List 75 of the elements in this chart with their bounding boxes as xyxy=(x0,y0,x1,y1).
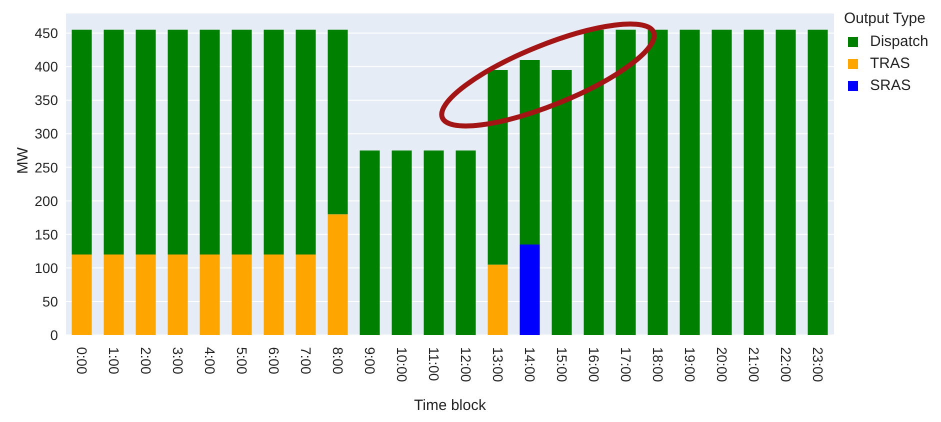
bar xyxy=(264,254,284,335)
bar xyxy=(136,254,156,335)
x-tick-label: 0:00 xyxy=(74,347,90,374)
x-tick-label: 12:00 xyxy=(458,347,474,382)
x-tick-label: 21:00 xyxy=(746,347,762,382)
x-tick-label: 6:00 xyxy=(266,347,282,374)
y-axis-title: MW xyxy=(14,146,32,174)
bar xyxy=(488,70,508,265)
x-tick-label: 18:00 xyxy=(650,347,666,382)
bar xyxy=(168,254,188,335)
x-tick-label: 14:00 xyxy=(522,347,538,382)
x-tick-label: 4:00 xyxy=(202,347,218,374)
bar xyxy=(264,30,284,254)
x-axis-title: Time block xyxy=(414,397,486,414)
bar xyxy=(392,150,412,335)
x-tick-label: 17:00 xyxy=(618,347,634,382)
bar xyxy=(200,30,220,254)
y-tick-label: 400 xyxy=(34,58,58,75)
bar xyxy=(520,244,540,335)
y-tick-label: 450 xyxy=(34,25,58,42)
bar xyxy=(168,30,188,254)
bar xyxy=(104,254,124,335)
x-tick-label: 20:00 xyxy=(714,347,730,382)
bar xyxy=(424,150,444,335)
x-tick-label: 9:00 xyxy=(362,347,378,374)
x-tick-label: 23:00 xyxy=(810,347,826,382)
bar xyxy=(776,30,796,335)
y-tick-label: 50 xyxy=(42,293,58,310)
x-tick-label: 11:00 xyxy=(426,347,442,382)
bar xyxy=(808,30,828,335)
bar xyxy=(72,30,92,254)
bar xyxy=(360,150,380,335)
x-tick-label: 5:00 xyxy=(234,347,250,374)
y-tick-label: 200 xyxy=(34,192,58,209)
bar xyxy=(456,150,476,335)
x-tick-label: 2:00 xyxy=(138,347,154,374)
y-tick-label: 150 xyxy=(34,226,58,242)
bar xyxy=(520,60,540,244)
bar xyxy=(712,30,732,335)
legend-label: TRAS xyxy=(870,55,910,72)
bar xyxy=(104,30,124,254)
x-tick-label: 19:00 xyxy=(682,347,698,382)
bar xyxy=(296,254,316,335)
bar xyxy=(552,70,572,335)
bar xyxy=(136,30,156,254)
legend-label: SRAS xyxy=(870,77,911,94)
x-tick-label: 3:00 xyxy=(170,347,186,374)
x-tick-label: 8:00 xyxy=(330,347,346,374)
y-tick-label: 350 xyxy=(34,92,58,108)
x-tick-label: 7:00 xyxy=(298,347,314,374)
bar xyxy=(296,30,316,254)
x-tick-label: 1:00 xyxy=(106,347,122,374)
bar xyxy=(328,30,348,214)
y-tick-label: 0 xyxy=(50,326,58,343)
bar xyxy=(680,30,700,335)
bar xyxy=(328,214,348,335)
bar xyxy=(648,30,668,335)
y-tick-label: 100 xyxy=(34,260,58,276)
legend-title: Output Type xyxy=(844,10,926,27)
bar xyxy=(584,30,604,335)
bar xyxy=(488,264,508,335)
y-tick-label: 250 xyxy=(34,159,58,176)
x-tick-label: 15:00 xyxy=(554,347,570,382)
bar xyxy=(232,254,252,335)
bar xyxy=(616,30,636,335)
bar xyxy=(744,30,764,335)
bar xyxy=(232,30,252,254)
bar xyxy=(72,254,92,335)
bar xyxy=(200,254,220,335)
x-tick-label: 22:00 xyxy=(778,347,794,382)
x-tick-label: 16:00 xyxy=(586,347,602,382)
x-tick-label: 10:00 xyxy=(394,347,410,382)
legend-label: Dispatch xyxy=(870,33,928,50)
y-tick-label: 300 xyxy=(34,126,58,142)
x-tick-label: 13:00 xyxy=(490,347,506,382)
